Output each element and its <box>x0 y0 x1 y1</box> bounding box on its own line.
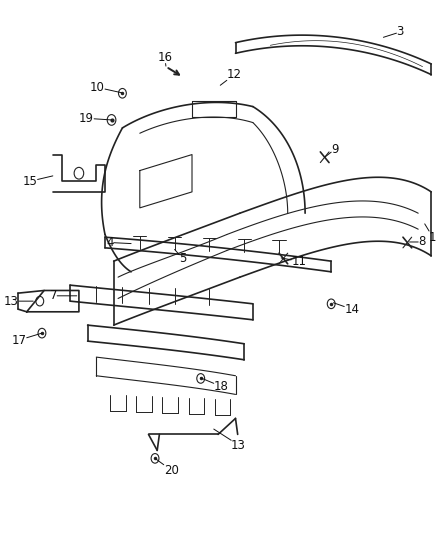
Text: 13: 13 <box>4 295 33 308</box>
Text: 11: 11 <box>281 255 306 268</box>
Text: 15: 15 <box>23 175 53 188</box>
Text: 20: 20 <box>155 458 179 477</box>
Text: 13: 13 <box>214 429 246 451</box>
Text: 10: 10 <box>90 81 121 94</box>
Text: 5: 5 <box>175 249 186 265</box>
Text: 17: 17 <box>12 333 42 346</box>
Text: 7: 7 <box>49 289 77 302</box>
Text: 9: 9 <box>325 143 339 157</box>
Text: 16: 16 <box>157 51 172 66</box>
Text: 12: 12 <box>220 68 242 85</box>
Text: 14: 14 <box>333 303 359 316</box>
Text: 18: 18 <box>201 378 229 393</box>
Text: 1: 1 <box>425 224 437 244</box>
Text: 3: 3 <box>383 26 404 38</box>
Text: 8: 8 <box>410 236 426 248</box>
Text: 4: 4 <box>106 236 131 249</box>
Text: 19: 19 <box>79 112 112 125</box>
